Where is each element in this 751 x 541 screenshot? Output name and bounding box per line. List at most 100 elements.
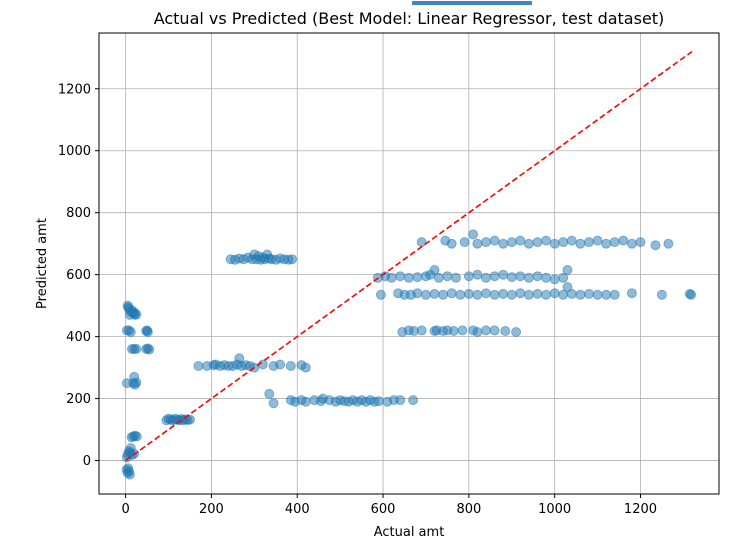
data-point — [455, 289, 466, 300]
data-point — [375, 289, 386, 300]
data-point — [300, 362, 311, 373]
data-point — [446, 238, 457, 249]
data-point — [515, 235, 526, 246]
data-point — [403, 272, 414, 283]
data-point — [123, 463, 134, 474]
data-point — [300, 396, 311, 407]
data-point — [506, 272, 517, 283]
data-point — [125, 327, 136, 337]
data-point — [268, 398, 279, 409]
data-point — [592, 289, 603, 300]
data-point — [275, 359, 286, 370]
data-point — [498, 238, 509, 249]
data-point — [515, 288, 526, 299]
data-point — [541, 235, 552, 246]
data-point — [448, 326, 459, 336]
y-tick-label: 600 — [66, 268, 91, 283]
data-point — [558, 237, 569, 248]
data-point — [129, 371, 140, 382]
data-point — [285, 361, 296, 371]
data-point — [498, 288, 509, 299]
y-tick-label: 800 — [66, 206, 91, 221]
data-point — [609, 237, 620, 248]
data-point — [489, 271, 500, 282]
data-point — [481, 288, 491, 299]
data-point — [429, 265, 440, 275]
data-point — [459, 237, 470, 248]
data-point — [601, 289, 612, 300]
grid-lines — [99, 33, 719, 494]
data-point — [562, 282, 573, 292]
data-point — [446, 288, 457, 299]
data-point — [506, 237, 517, 248]
x-tick-label: 0 — [121, 502, 129, 517]
data-point — [481, 237, 491, 248]
data-point — [498, 269, 509, 280]
y-tick-label: 200 — [66, 392, 91, 407]
data-point — [481, 325, 491, 336]
data-point — [618, 235, 629, 246]
data-point — [601, 238, 612, 249]
data-point — [489, 289, 500, 300]
data-point — [532, 237, 543, 248]
data-point — [412, 288, 423, 299]
data-point — [472, 327, 483, 337]
data-point — [506, 289, 517, 300]
data-point — [438, 289, 449, 300]
data-point — [635, 237, 646, 248]
data-point — [523, 272, 534, 283]
data-point — [532, 288, 543, 299]
data-point — [472, 238, 483, 249]
data-point — [500, 326, 511, 336]
data-point — [463, 271, 474, 282]
data-point — [386, 272, 397, 283]
chart-title: Actual vs Predicted (Best Model: Linear … — [154, 9, 665, 28]
data-point — [609, 289, 620, 300]
data-point — [144, 344, 155, 355]
data-point — [141, 326, 152, 336]
data-point — [481, 272, 491, 283]
data-point — [541, 289, 552, 300]
data-point — [412, 272, 423, 283]
x-axis-ticks: 0 200 400 600 800 1000 1200 — [121, 494, 657, 517]
data-point — [408, 395, 419, 406]
data-point — [549, 288, 560, 299]
data-point — [532, 271, 543, 282]
data-point — [442, 271, 453, 282]
data-point — [626, 238, 637, 249]
data-point — [566, 235, 577, 246]
data-point — [429, 288, 440, 299]
x-tick-label: 600 — [371, 502, 396, 517]
data-point — [472, 289, 483, 300]
x-tick-label: 800 — [456, 502, 481, 517]
data-points — [121, 229, 697, 480]
data-point — [549, 238, 560, 249]
y-tick-label: 0 — [83, 454, 91, 469]
data-point — [592, 235, 603, 246]
data-point — [686, 289, 697, 300]
data-point — [287, 254, 298, 265]
data-point — [650, 240, 661, 251]
plot-area-frame — [98, 32, 720, 495]
data-point — [126, 432, 137, 443]
data-point — [193, 361, 204, 371]
y-tick-label: 400 — [66, 330, 91, 345]
data-point — [121, 378, 132, 389]
data-point — [541, 272, 552, 283]
data-point — [395, 395, 406, 406]
data-point — [416, 325, 427, 336]
data-point — [549, 274, 560, 285]
data-point — [457, 325, 468, 336]
data-point — [523, 289, 534, 300]
data-point — [472, 269, 483, 280]
data-point — [489, 235, 500, 246]
y-tick-label: 1000 — [58, 144, 91, 159]
data-point — [264, 388, 275, 399]
header-accent-bar — [412, 1, 532, 5]
data-point — [451, 272, 461, 283]
x-tick-label: 200 — [199, 502, 224, 517]
data-point — [511, 327, 522, 337]
data-point — [558, 272, 569, 283]
x-tick-label: 1000 — [538, 502, 571, 517]
